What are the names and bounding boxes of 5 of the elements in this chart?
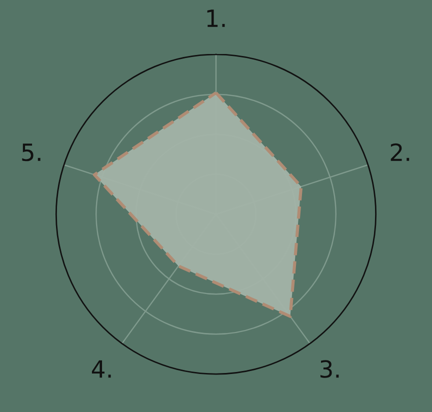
spoke-label: 4. <box>92 360 111 378</box>
spoke-label: 5. <box>22 144 40 162</box>
spoke-label: 2. <box>390 143 410 161</box>
spoke-label: 3. <box>320 360 339 378</box>
spoke-label: 1. <box>207 10 225 27</box>
